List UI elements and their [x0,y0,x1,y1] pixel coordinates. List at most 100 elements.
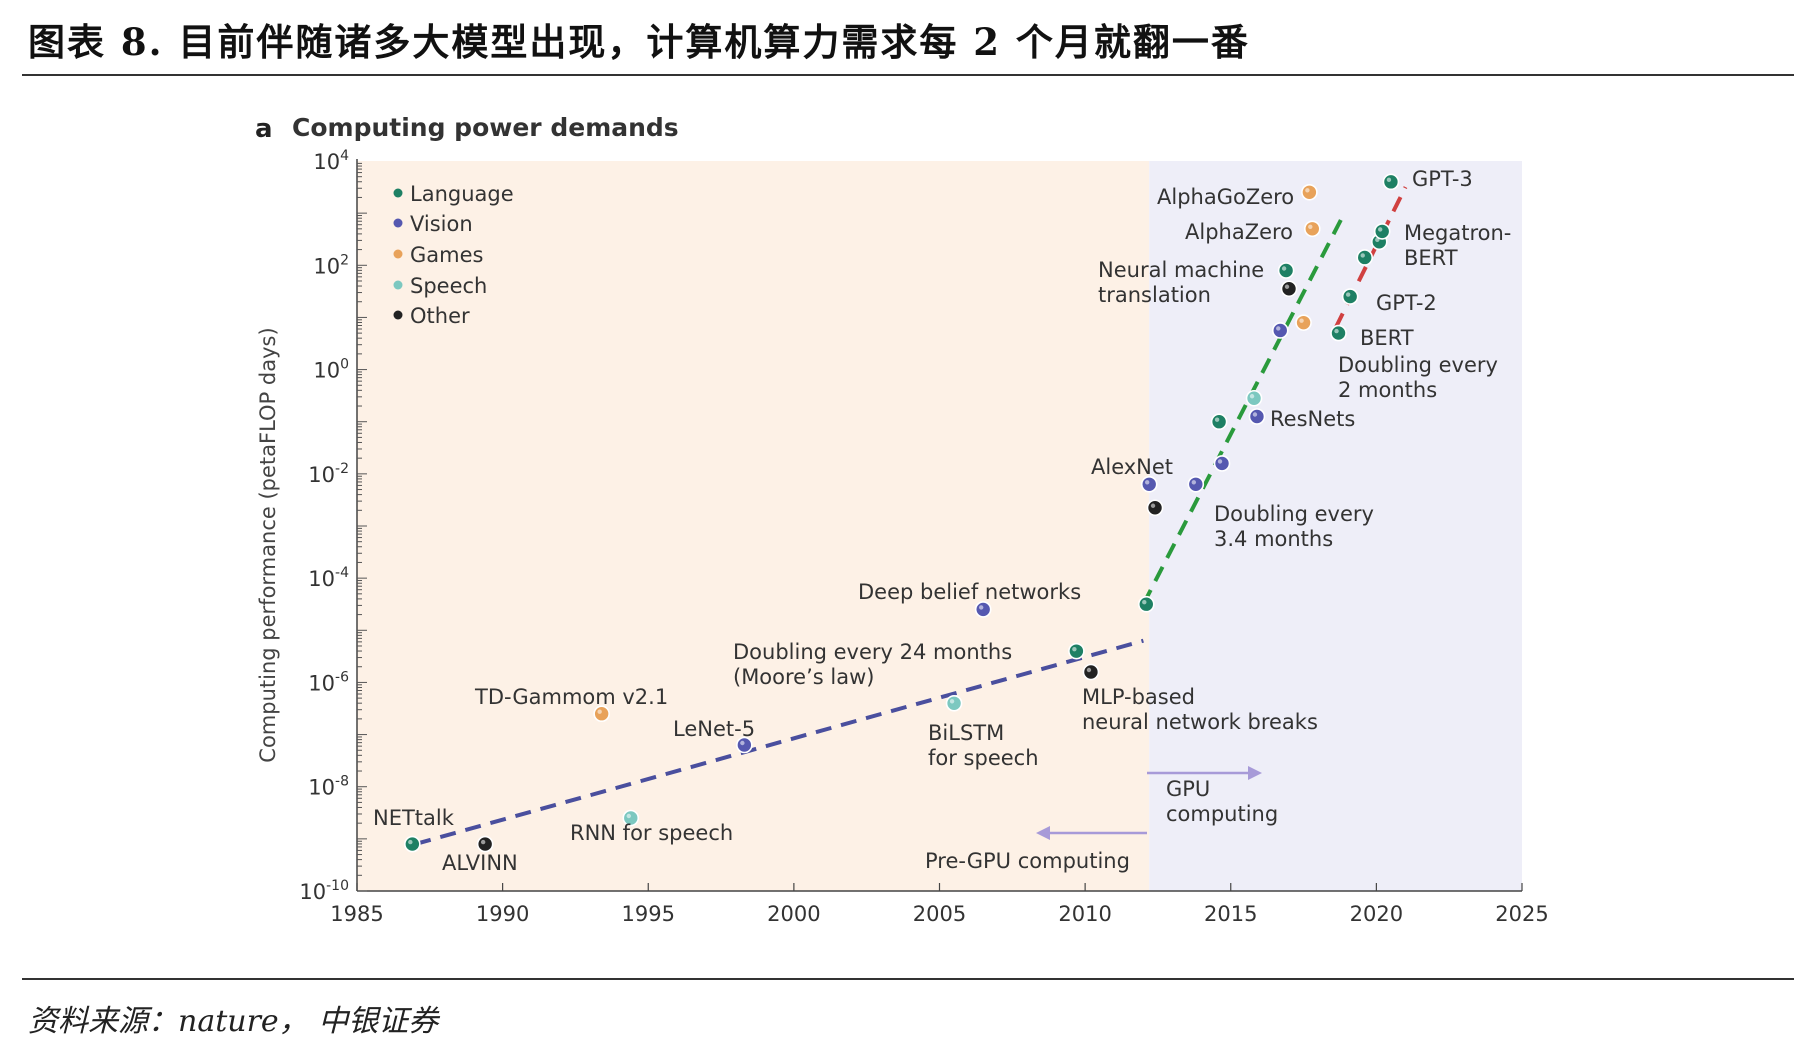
axes [356,159,1523,892]
point-highlight [1142,600,1147,605]
x-tick-label: 2015 [1204,902,1257,926]
point-highlight [1345,292,1351,297]
point-highlight [1072,646,1077,652]
header-rule [22,74,1794,76]
point-games [593,705,610,723]
panel-letter: a [255,114,273,144]
legend-language: Language [410,182,514,206]
x-tick-label: 2005 [913,902,966,926]
point-highlight [1214,417,1220,422]
point-language [1341,288,1359,305]
y-axis-label: Computing performance (petaFLOP days) [256,327,280,762]
point-vision [1187,475,1205,493]
trend-labels: Doubling every 24 months (Moore’s law) D… [733,353,1498,689]
tick-labels: 1985 1990 1995 2000 2005 2010 2015 2020 2025 104 1… [299,148,1548,926]
trend-line-moore [414,638,1144,846]
point-highlight [949,699,955,704]
point-language [1373,223,1391,240]
x-tick-label: 1995 [622,902,675,926]
label-nmt-2: translation [1098,283,1211,307]
label-td-gammon: TD-Gammom v2.1 [474,685,668,709]
point-highlight [1299,318,1304,323]
legend-games: Games [410,243,483,267]
point-highlight [1191,480,1197,485]
era-arrows [1036,766,1262,840]
label-megatron-1: Megatron- [1404,221,1511,245]
point-other [1146,499,1164,517]
label-lenet: LeNet-5 [673,717,755,741]
point-other [476,835,494,853]
point-highlight [1334,328,1339,334]
x-tick-label: 2000 [767,902,820,926]
point-highlight [1305,188,1310,193]
point-language [1356,249,1374,266]
y-tick-label: 10-10 [299,878,349,904]
label-gpt3: GPT-3 [1412,167,1473,191]
label-mlp-2: neural network breaks [1082,710,1318,734]
point-language [1068,642,1085,660]
point-other [1280,280,1298,298]
x-tick-label: 1990 [476,902,529,926]
point-highlight [408,839,413,845]
label-alphazero: AlphaZero [1185,220,1293,244]
y-tick-label: 10-6 [308,669,349,695]
point-highlight [626,813,631,819]
trend-line-gpu-era [1141,212,1347,606]
era-labels: GPU computing Pre-GPU computing [925,777,1278,873]
y-tick-label: 10-2 [308,461,349,487]
label-megatron-2: BERT [1404,246,1458,270]
point-highlight [1308,224,1313,229]
legend-dot-speech [393,280,403,290]
x-tick-label: 2010 [1058,902,1111,926]
label-mlp-1: MLP-based [1082,685,1195,709]
point-labels: NETtalk ALVINN TD-Gammom v2.1 RNN for sp… [373,167,1511,875]
point-highlight [1150,503,1156,508]
point-other [1082,663,1100,681]
label-alphagozero: AlphaGoZero [1157,185,1294,209]
trend-sublabel-moore: (Moore’s law) [733,665,874,689]
point-language [1382,173,1400,191]
legend-vision: Vision [410,212,473,236]
legend-dot-language [393,188,403,198]
trend-label-gpu-era: Doubling every [1214,502,1374,526]
x-tick-label: 2025 [1495,902,1548,926]
point-language [1210,413,1228,431]
label-bilstm-2: for speech [928,746,1039,770]
point-highlight [1249,394,1255,399]
label-bert: BERT [1360,326,1414,350]
label-deep-belief: Deep belief networks [858,580,1081,604]
gpu-region [1149,161,1522,891]
x-tick-label: 1985 [330,902,383,926]
legend-dot-other [393,310,403,320]
legend-dot-vision [393,218,403,228]
point-highlight [740,740,745,746]
footer-rule [22,978,1794,980]
label-bilstm-1: BiLSTM [928,721,1004,745]
point-language [1277,262,1295,279]
point-highlight [1217,459,1223,464]
point-highlight [1360,253,1365,258]
label-resnets: ResNets [1270,407,1355,431]
point-games [1295,314,1312,331]
point-speech [622,809,640,827]
legend-dot-games [393,249,403,259]
pre-gpu-computing-label: Pre-GPU computing [925,849,1130,873]
point-vision [1213,455,1231,472]
point-vision [974,601,992,618]
label-alvinn: ALVINN [442,851,518,875]
label-gpt2: GPT-2 [1376,291,1437,315]
trend-sublabel-llm-era: 2 months [1338,378,1437,402]
gpu-computing-label-1: GPU [1166,777,1210,801]
trend-label-moore: Doubling every 24 months [733,640,1012,664]
computing-power-chart: a Computing power demands 1985 1990 1995 20… [255,113,1549,926]
point-highlight [978,605,984,610]
data-points [404,173,1400,853]
chart-title: Computing power demands [292,113,679,142]
trend-label-llm-era: Doubling every [1338,353,1498,377]
label-alexnet: AlexNet [1091,455,1173,479]
point-language [1330,324,1347,342]
y-tick-label: 104 [313,148,349,174]
point-highlight [1276,326,1281,331]
gpu-computing-label-2: computing [1166,802,1278,826]
point-highlight [1086,667,1092,673]
